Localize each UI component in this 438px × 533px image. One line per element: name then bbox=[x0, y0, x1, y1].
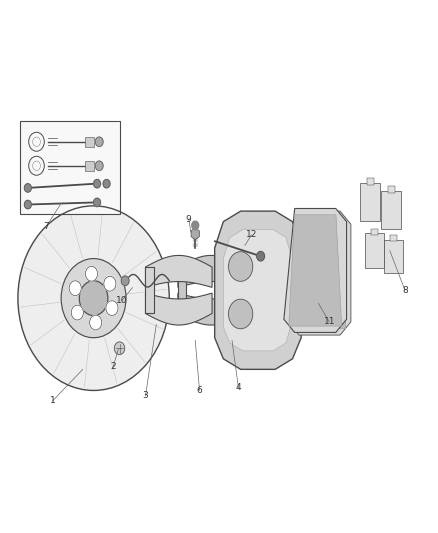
Circle shape bbox=[257, 252, 265, 261]
FancyBboxPatch shape bbox=[85, 161, 95, 171]
FancyBboxPatch shape bbox=[371, 229, 378, 235]
Polygon shape bbox=[178, 267, 186, 313]
Circle shape bbox=[192, 221, 199, 230]
Circle shape bbox=[121, 276, 129, 286]
Circle shape bbox=[114, 342, 125, 354]
Polygon shape bbox=[191, 228, 199, 240]
Text: 3: 3 bbox=[143, 391, 148, 400]
Text: 2: 2 bbox=[110, 362, 116, 371]
Text: 6: 6 bbox=[197, 386, 202, 395]
Circle shape bbox=[229, 299, 253, 329]
Polygon shape bbox=[145, 293, 212, 325]
Circle shape bbox=[104, 276, 116, 291]
Circle shape bbox=[95, 137, 103, 147]
FancyBboxPatch shape bbox=[381, 191, 401, 229]
FancyBboxPatch shape bbox=[20, 122, 120, 214]
Circle shape bbox=[79, 281, 108, 316]
Polygon shape bbox=[223, 230, 290, 351]
Circle shape bbox=[95, 161, 103, 171]
Polygon shape bbox=[289, 215, 341, 326]
Text: 7: 7 bbox=[43, 222, 49, 231]
Circle shape bbox=[61, 259, 126, 338]
Circle shape bbox=[90, 315, 102, 330]
FancyBboxPatch shape bbox=[85, 137, 95, 147]
Circle shape bbox=[229, 252, 253, 281]
FancyBboxPatch shape bbox=[390, 235, 397, 241]
FancyBboxPatch shape bbox=[384, 240, 403, 273]
Circle shape bbox=[94, 198, 100, 207]
Circle shape bbox=[103, 180, 110, 188]
Text: 10: 10 bbox=[116, 296, 127, 305]
Polygon shape bbox=[145, 267, 154, 313]
Polygon shape bbox=[215, 211, 301, 369]
Text: 11: 11 bbox=[324, 317, 335, 326]
Circle shape bbox=[25, 200, 32, 209]
FancyBboxPatch shape bbox=[388, 186, 395, 192]
Circle shape bbox=[25, 184, 32, 192]
Polygon shape bbox=[284, 208, 346, 333]
Polygon shape bbox=[178, 293, 244, 325]
Circle shape bbox=[106, 301, 118, 316]
Circle shape bbox=[94, 180, 100, 188]
Circle shape bbox=[69, 281, 81, 296]
Circle shape bbox=[71, 305, 83, 320]
Text: 1: 1 bbox=[49, 397, 55, 406]
Polygon shape bbox=[293, 217, 346, 329]
Text: 12: 12 bbox=[246, 230, 257, 239]
Circle shape bbox=[85, 266, 98, 281]
Polygon shape bbox=[178, 255, 244, 287]
Polygon shape bbox=[288, 211, 351, 335]
Text: 9: 9 bbox=[186, 214, 191, 223]
Text: 4: 4 bbox=[236, 383, 241, 392]
FancyBboxPatch shape bbox=[360, 183, 380, 221]
Circle shape bbox=[18, 206, 169, 391]
FancyBboxPatch shape bbox=[367, 178, 374, 185]
FancyBboxPatch shape bbox=[365, 233, 384, 268]
Polygon shape bbox=[145, 255, 212, 287]
Text: 8: 8 bbox=[402, 286, 408, 295]
